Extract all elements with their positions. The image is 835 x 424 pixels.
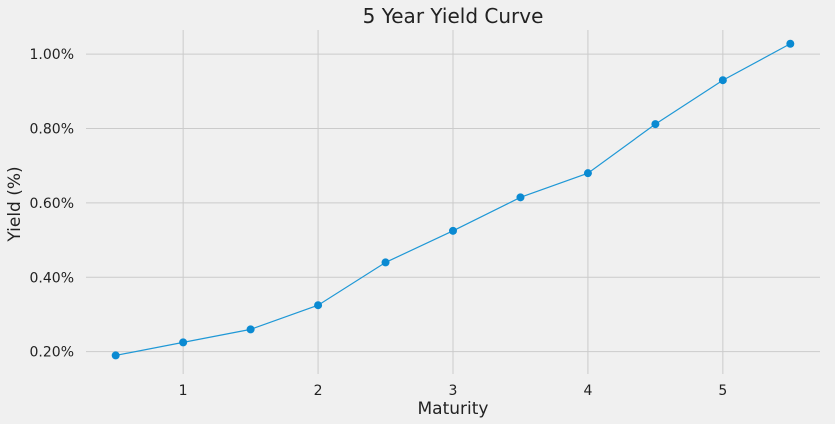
data-point xyxy=(516,193,525,202)
data-point xyxy=(111,351,120,360)
y-axis-label: Yield (%) xyxy=(5,166,25,242)
series-layer xyxy=(111,39,795,360)
y-tick-label: 0.80% xyxy=(30,122,74,138)
y-tick-label: 0.60% xyxy=(30,196,74,212)
y-tick-label: 1.00% xyxy=(30,47,74,63)
x-tick-label: 2 xyxy=(314,383,323,399)
chart-title: 5 Year Yield Curve xyxy=(363,4,544,28)
y-tick-label: 0.40% xyxy=(30,270,74,286)
x-axis-label: Maturity xyxy=(418,399,489,419)
data-point xyxy=(786,39,795,48)
data-point xyxy=(718,76,727,85)
data-point xyxy=(583,169,592,178)
x-tick-label: 4 xyxy=(583,383,592,399)
data-point xyxy=(381,258,390,267)
grid-layer xyxy=(86,30,820,374)
x-tick-label: 5 xyxy=(718,383,727,399)
data-point xyxy=(246,325,255,334)
x-tick-label: 3 xyxy=(449,383,458,399)
data-point xyxy=(651,120,660,129)
x-tick-label: 1 xyxy=(179,383,188,399)
tick-layer: 1 2 3 4 5 0.20% 0.40% 0.60% 0.80% 1.00% xyxy=(30,47,728,399)
data-point xyxy=(449,226,457,235)
data-point xyxy=(179,338,188,347)
data-point xyxy=(314,301,323,310)
y-tick-label: 0.20% xyxy=(30,345,74,361)
